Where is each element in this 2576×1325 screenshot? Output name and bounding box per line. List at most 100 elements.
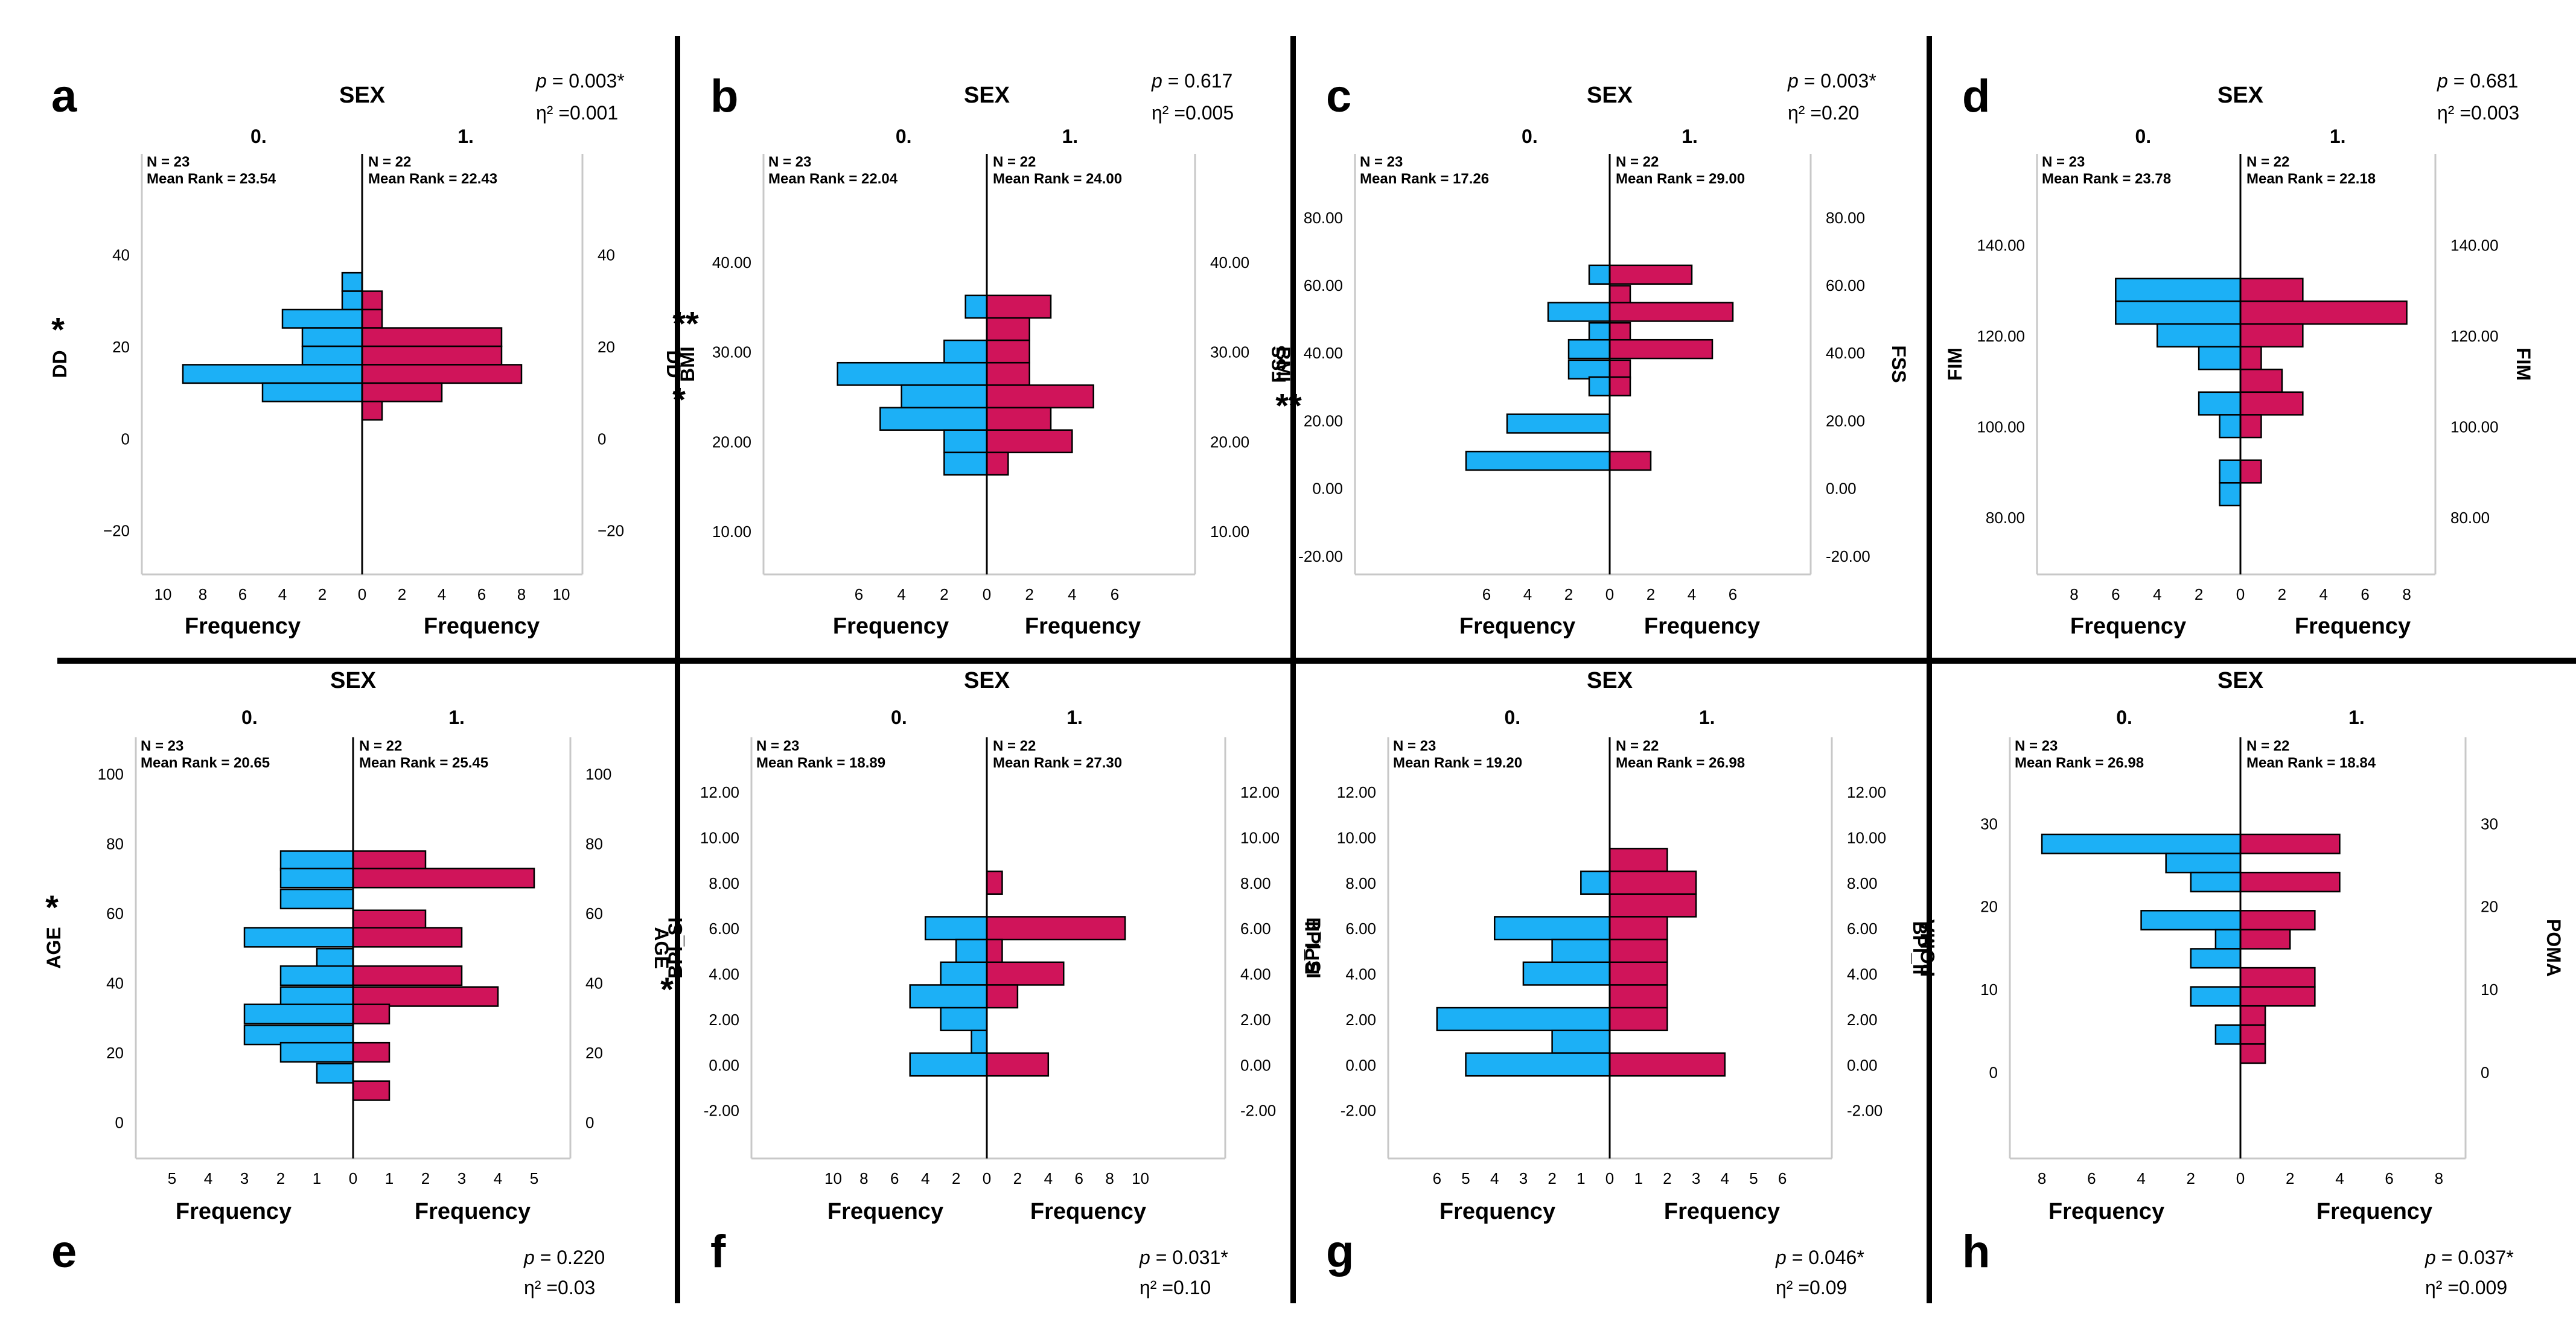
bar-female: [2190, 986, 2242, 1007]
y-axis-label-left: DD: [49, 350, 71, 378]
x-tick-left: 8: [2070, 585, 2078, 603]
bar-male: [2239, 368, 2283, 393]
y-tick-left: 80.00: [1304, 209, 1343, 227]
y-tick-right: 60: [585, 904, 603, 923]
y-tick-left: −20: [103, 522, 130, 540]
y-tick-right: 10: [2481, 980, 2498, 999]
y-tick-right: 10.00: [1210, 523, 1249, 541]
significance-mark-left: *: [51, 311, 65, 349]
p-value: = 0.003*: [547, 70, 625, 92]
y-tick-left: 30.00: [712, 343, 751, 361]
x-axis-label-right: Frequency: [2295, 614, 2411, 639]
bar-female: [940, 1006, 988, 1032]
bar-female: [924, 916, 988, 941]
y-axis-label-left: FSS: [1268, 345, 1290, 383]
x-tick-right: 2: [1013, 1169, 1022, 1187]
bar-male: [1608, 961, 1668, 986]
bar-female: [1567, 338, 1611, 360]
y-tick-left: 12.00: [700, 783, 739, 801]
bar-female: [943, 339, 988, 364]
y-tick-right: 40: [585, 974, 603, 993]
y-tick-right: -20.00: [1826, 547, 1870, 565]
bar-male: [986, 294, 1052, 319]
eta-squared-text: η² =0.005: [1152, 102, 1234, 124]
x-tick-left: 2: [940, 585, 948, 603]
bar-female: [279, 1041, 354, 1063]
bar-male: [1608, 870, 1697, 895]
y-tick-left: -2.00: [704, 1102, 739, 1120]
bar-male: [1608, 338, 1714, 360]
left-mean-rank-label: Mean Rank = 17.26: [1360, 171, 1489, 187]
bar-male: [1608, 376, 1631, 397]
x-tick-right: 2: [421, 1169, 430, 1187]
left-n-label: N = 23: [147, 154, 190, 170]
bar-male: [986, 1052, 1050, 1077]
right-n-label: N = 22: [1616, 738, 1659, 754]
p-value: = 0.617: [1162, 70, 1233, 92]
bar-male: [2239, 986, 2316, 1007]
bar-male: [361, 327, 503, 348]
bar-male: [2239, 459, 2262, 484]
y-tick-right: 80: [585, 835, 603, 853]
y-tick-right: 80.00: [2450, 509, 2490, 527]
y-tick-left: 100: [98, 765, 124, 783]
y-tick-left: 10: [1980, 980, 1998, 999]
x-tick-right: 3: [457, 1169, 466, 1187]
p-value-text: p = 0.003*: [1787, 70, 1876, 92]
bar-female: [1588, 322, 1611, 343]
x-tick-right: 4: [2319, 585, 2328, 603]
p-symbol: p: [1787, 70, 1799, 92]
x-tick-left: 6: [2111, 585, 2120, 603]
bar-female: [281, 308, 363, 329]
x-axis-label-left: Frequency: [827, 1199, 943, 1224]
y-tick-right: 120.00: [2450, 327, 2499, 345]
p-value: = 0.037*: [2436, 1247, 2514, 1268]
x-axis-label-right: Frequency: [424, 614, 540, 639]
y-tick-right: 4.00: [1240, 965, 1271, 983]
x-tick-right: 8: [2402, 585, 2411, 603]
bar-male: [2239, 278, 2304, 302]
bar-female: [2214, 1024, 2242, 1045]
left-mean-rank-label: Mean Rank = 20.65: [141, 755, 270, 771]
bar-male: [986, 961, 1065, 986]
group-label-1: 1.: [2348, 707, 2365, 728]
y-tick-right: 60.00: [1826, 276, 1865, 294]
group-label-0: 0.: [896, 126, 912, 147]
bar-male: [2239, 391, 2304, 416]
x-tick-left: 2: [1564, 585, 1573, 603]
bar-male: [2239, 910, 2316, 931]
y-tick-left: 140.00: [1977, 236, 2025, 254]
bar-female: [901, 384, 988, 408]
x-tick-right: 2: [398, 585, 406, 603]
x-axis-label-right: Frequency: [1025, 614, 1141, 639]
x-axis-label-left: Frequency: [176, 1199, 292, 1224]
sex-title: SEX: [964, 668, 1010, 693]
sex-title: SEX: [2217, 83, 2264, 108]
bar-male: [1608, 322, 1631, 343]
bar-female: [1567, 359, 1611, 380]
x-tick-left: 6: [890, 1169, 899, 1187]
x-tick-left: 4: [278, 585, 287, 603]
y-tick-right: 30.00: [1210, 343, 1249, 361]
bar-male: [986, 361, 1030, 386]
x-tick-right: 6: [477, 585, 486, 603]
bar-male: [1608, 984, 1668, 1009]
bar-male: [1608, 848, 1668, 872]
x-tick-left: 2: [1548, 1169, 1556, 1187]
bar-male: [1608, 1006, 1668, 1032]
x-tick-left: 4: [1523, 585, 1532, 603]
x-tick-right: 2: [2286, 1169, 2294, 1187]
y-tick-right: -2.00: [1847, 1102, 1883, 1120]
bar-male: [2239, 833, 2341, 854]
bar-female: [2190, 871, 2242, 892]
x-axis-label-left: Frequency: [2048, 1199, 2164, 1224]
group-label-0: 0.: [1504, 707, 1520, 728]
y-tick-left: 10.00: [1337, 829, 1376, 847]
y-tick-left: 10.00: [700, 829, 739, 847]
y-tick-right: 20.00: [1826, 411, 1865, 430]
bar-male: [352, 927, 463, 948]
bar-female: [909, 984, 988, 1009]
